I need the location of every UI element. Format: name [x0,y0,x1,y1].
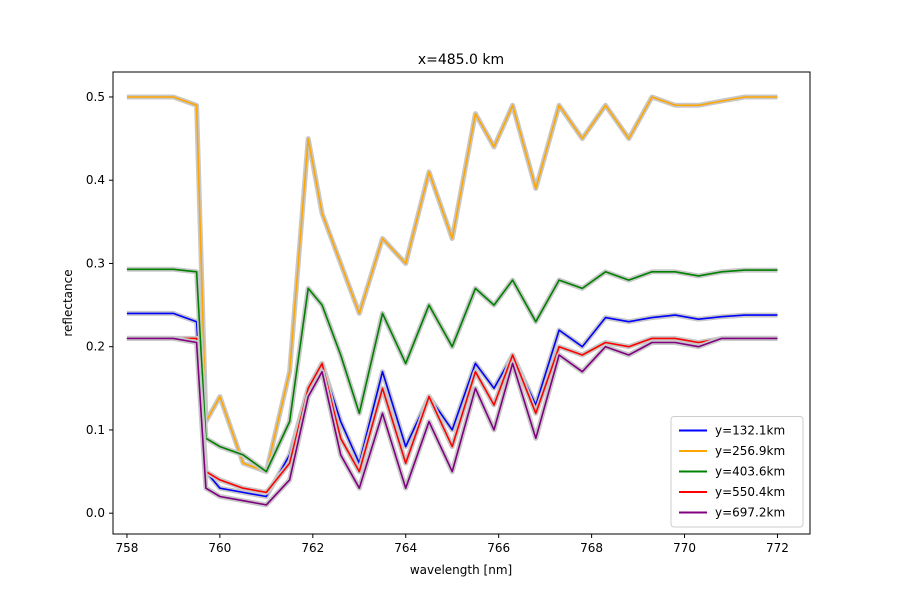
x-tick-label: 768 [580,541,603,555]
series-line-1 [126,312,778,498]
y-tick-label: 0.0 [86,506,105,520]
legend-label: y=132.1km [715,424,785,438]
series-line-5 [126,337,778,506]
y-tick-label: 0.4 [86,173,105,187]
series-layer [126,94,778,508]
x-tick-label: 770 [673,541,696,555]
legend-label: y=403.6km [715,465,785,479]
x-tick-label: 762 [301,541,324,555]
legend-label: y=256.9km [715,444,785,458]
x-axis-label: wavelength [nm] [410,563,512,577]
legend-label: y=697.2km [715,506,785,520]
x-tick-label: 758 [115,541,138,555]
plot-area-frame [112,71,811,535]
x-tick-label: 766 [487,541,510,555]
y-tick-label: 0.2 [86,340,105,354]
x-tick-label: 764 [394,541,417,555]
chart-title: x=485.0 km [418,52,504,68]
x-axis: 758 760 762 764 766 768 770 772 [115,534,789,555]
x-tick-label: 772 [766,541,789,555]
y-axis-label: reflectance [61,269,75,336]
x-tick-label: 760 [208,541,231,555]
series-line-4 [126,337,778,494]
legend-frame [670,416,804,528]
y-tick-label: 0.3 [86,256,105,270]
y-tick-label: 0.1 [86,423,105,437]
series-line-3 [126,268,778,473]
series-band-2 [126,94,778,475]
legend: y=132.1km y=256.9km y=403.6km y=550.4km y=69… [670,416,804,528]
y-axis: 0.0 0.1 0.2 0.3 0.4 0.5 [86,90,113,520]
legend-label: y=550.4km [715,485,785,499]
y-tick-label: 0.5 [86,90,105,104]
